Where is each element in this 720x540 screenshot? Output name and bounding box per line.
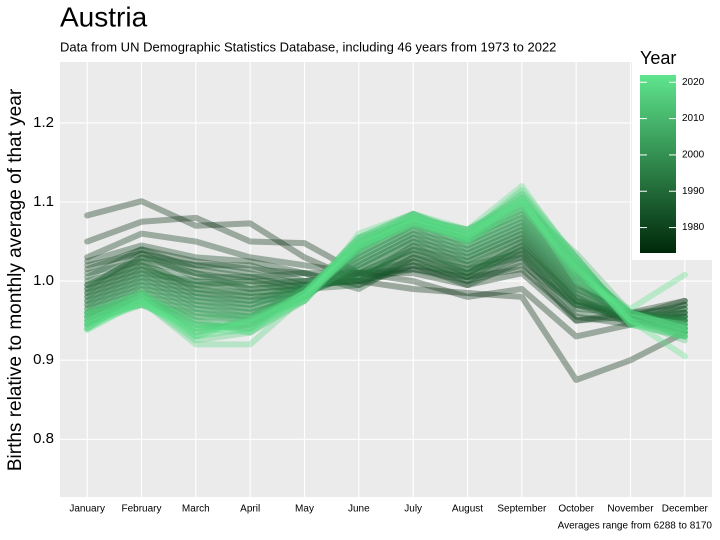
year-line bbox=[84, 191, 688, 348]
year-line bbox=[84, 222, 688, 336]
x-tick-label: November bbox=[607, 504, 654, 515]
y-tick-label: 0.9 bbox=[33, 351, 54, 368]
year-line bbox=[84, 210, 688, 340]
x-tick-label: May bbox=[295, 504, 314, 515]
year-line bbox=[84, 230, 688, 324]
y-tick-label: 1.1 bbox=[33, 193, 54, 210]
grid bbox=[60, 62, 712, 497]
year-line bbox=[84, 234, 688, 328]
year-line bbox=[84, 206, 688, 336]
year-line bbox=[84, 242, 688, 324]
lines bbox=[84, 183, 688, 383]
x-tick-label: August bbox=[452, 504, 483, 515]
year-line bbox=[84, 246, 688, 316]
year-line bbox=[84, 226, 688, 324]
x-tick-label: January bbox=[69, 504, 105, 515]
colorbar-tick-label: 1980 bbox=[682, 222, 705, 233]
y-tick-label: 1.0 bbox=[33, 272, 54, 289]
year-line bbox=[84, 246, 688, 320]
year-line bbox=[84, 198, 688, 360]
year-line bbox=[84, 202, 688, 332]
colorbar-tick-label: 2010 bbox=[682, 113, 705, 124]
year-line bbox=[84, 183, 688, 340]
year-line bbox=[84, 250, 688, 324]
year-line bbox=[84, 198, 688, 336]
year-line bbox=[84, 195, 688, 332]
colorbar-tick-label: 2020 bbox=[682, 77, 705, 88]
year-line bbox=[84, 238, 688, 324]
y-axis-label: Births relative to monthly average of th… bbox=[5, 88, 26, 471]
year-line bbox=[84, 198, 688, 336]
year-line bbox=[84, 198, 688, 340]
x-tick-label: February bbox=[121, 504, 161, 515]
year-line bbox=[84, 198, 688, 383]
year-line bbox=[84, 191, 688, 344]
year-line bbox=[84, 242, 688, 328]
year-line bbox=[84, 246, 688, 328]
chart-subtitle: Data from UN Demographic Statistics Data… bbox=[60, 39, 556, 54]
colorbar-tick-label: 1990 bbox=[682, 186, 705, 197]
year-line bbox=[84, 202, 688, 336]
year-line bbox=[84, 250, 688, 324]
x-tick-label: March bbox=[182, 504, 210, 515]
year-line bbox=[84, 230, 688, 324]
year-line bbox=[84, 250, 688, 324]
year-line bbox=[84, 214, 688, 332]
year-line bbox=[84, 195, 688, 336]
x-tick-label: December bbox=[662, 504, 709, 515]
x-tick-label: April bbox=[240, 504, 260, 515]
year-line bbox=[84, 210, 688, 340]
year-line bbox=[84, 214, 688, 328]
caption: Averages range from 6288 to 8170 bbox=[558, 521, 713, 532]
year-line bbox=[84, 222, 688, 328]
year-line bbox=[84, 246, 688, 320]
year-line bbox=[84, 218, 688, 324]
colorbar-ticks: 1980 1990 2000 2010 2020 bbox=[640, 77, 705, 233]
year-line bbox=[84, 226, 688, 332]
plot-panel bbox=[60, 62, 712, 497]
x-tick-label: October bbox=[558, 504, 594, 515]
y-tick-label: 0.8 bbox=[33, 430, 54, 447]
x-tick-label: September bbox=[497, 504, 547, 515]
y-tick-label: 1.2 bbox=[33, 114, 54, 131]
year-line bbox=[84, 246, 688, 324]
year-line bbox=[84, 238, 688, 324]
chart-title: Austria bbox=[60, 1, 148, 32]
year-line bbox=[84, 187, 688, 344]
year-line bbox=[84, 234, 688, 328]
year-line bbox=[84, 218, 688, 332]
year-line bbox=[84, 206, 688, 332]
x-tick-label: July bbox=[404, 504, 422, 515]
year-line bbox=[84, 202, 688, 332]
year-line bbox=[84, 195, 688, 340]
x-tick-label: June bbox=[348, 504, 370, 515]
colorbar-tick-label: 2000 bbox=[682, 150, 705, 161]
colorbar bbox=[640, 75, 676, 253]
year-line bbox=[84, 242, 688, 324]
legend-title: Year bbox=[640, 48, 676, 68]
year-line bbox=[84, 214, 688, 340]
year-line bbox=[84, 230, 688, 332]
